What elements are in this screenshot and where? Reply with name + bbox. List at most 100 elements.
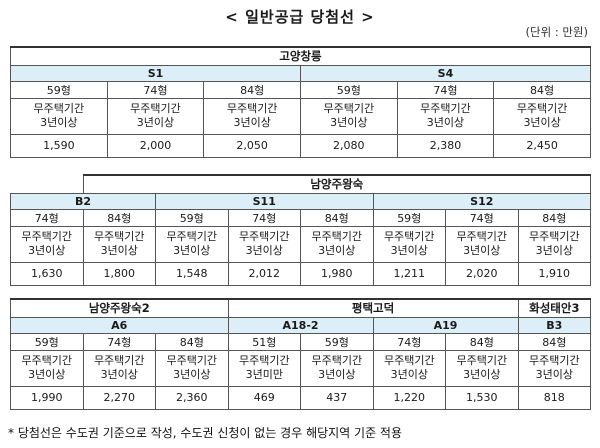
condition-cell: 무주택기간 3년이상	[445, 225, 519, 263]
condition-cell: 무주택기간 3년이상	[155, 349, 229, 387]
value-cell: 1,548	[155, 261, 229, 286]
condition-line: 3년이상	[535, 244, 573, 257]
condition-line: 무주택기간	[93, 230, 145, 243]
condition-line: 무주택기간	[528, 354, 580, 367]
table-row: 74형 84형 59형 74형 84형 59형 74형 84형	[10, 208, 592, 227]
condition-cell: 무주택기간 3년미만	[227, 349, 302, 387]
block-code: B3	[517, 316, 592, 334]
region-header: 고양창릉	[10, 46, 591, 66]
condition-line: 무주택기간	[93, 354, 145, 367]
condition-line: 3년이상	[245, 244, 283, 257]
condition-line: 무주택기간	[166, 354, 218, 367]
size-cell: 84형	[203, 80, 301, 99]
condition-line: 무주택기간	[238, 354, 290, 367]
size-cell: 84형	[445, 332, 519, 351]
condition-line: 3년이상	[173, 244, 211, 257]
size-cell: 84형	[155, 332, 229, 351]
value-cell: 2,000	[106, 133, 205, 158]
condition-line: 3년이상	[535, 368, 573, 381]
size-cell: 51형	[227, 332, 302, 351]
table-row: 무주택기간 3년이상 무주택기간 3년이상 무주택기간 3년이상 무주택기간 3년이상 무주택기…	[10, 225, 592, 263]
footnote: * 당첨선은 수도권 기준으로 작성, 수도권 신청이 없는 경우 해당지역 기…	[8, 426, 403, 440]
size-cell: 59형	[10, 80, 108, 99]
condition-line: 무주택기간	[130, 102, 181, 115]
condition-line: 3년이상	[40, 116, 78, 129]
condition-line: 무주택기간	[21, 354, 73, 367]
size-cell: 59형	[155, 208, 229, 227]
condition-cell: 무주택기간 3년이상	[300, 225, 374, 263]
condition-line: 3년이상	[100, 368, 138, 381]
value-cell: 2,012	[227, 261, 301, 286]
value-cell: 437	[300, 385, 374, 410]
condition-line: 3년이상	[318, 244, 356, 257]
condition-line: 무주택기간	[456, 230, 508, 243]
condition-line: 무주택기간	[226, 102, 278, 115]
condition-cell: 무주택기간 3년이상	[82, 225, 156, 263]
table-row: 1,990 2,270 2,360 469 437 1,220 1,530 818	[10, 385, 592, 410]
block-code: S12	[372, 192, 592, 210]
condition-cell: 무주택기간 3년이상	[372, 349, 447, 387]
condition-line: 3년이상	[523, 116, 561, 129]
page-title: < 일반공급 당첨선 >	[225, 8, 375, 26]
value-cell: 2,080	[299, 133, 398, 158]
size-cell: 84형	[493, 80, 591, 99]
value-cell: 2,020	[445, 261, 519, 286]
condition-cell: 무주택기간 3년이상	[493, 97, 591, 135]
value-cell: 2,450	[493, 133, 591, 158]
region-header: 화성태안3	[517, 298, 592, 318]
condition-cell: 무주택기간 3년이상	[300, 349, 374, 387]
value-cell: 1,800	[82, 261, 156, 286]
value-cell: 1,530	[445, 385, 519, 410]
value-cell: 1,590	[10, 133, 108, 158]
table-other-regions: 남양주왕숙2 평택고덕 화성태안3 A6 A18-2 A19 B3 59형 74형…	[10, 298, 592, 410]
region-header: 남양주왕숙2	[10, 298, 229, 318]
size-cell: 74형	[372, 332, 447, 351]
size-cell: 74형	[396, 80, 495, 99]
condition-cell: 무주택기간 3년이상	[10, 225, 84, 263]
condition-cell: 무주택기간 3년이상	[227, 225, 301, 263]
value-cell: 2,360	[155, 385, 229, 410]
region-header: 남양주왕숙	[82, 174, 592, 194]
condition-line: 무주택기간	[311, 354, 363, 367]
size-cell: 84형	[300, 208, 374, 227]
value-cell: 1,211	[372, 261, 446, 286]
table-goyang-changneung: 고양창릉 S1 S4 59형 74형 84형 59형 74형 84형 무주택기간 3년이상 무…	[10, 46, 591, 158]
value-cell: 1,220	[372, 385, 447, 410]
condition-cell: 무주택기간 3년이상	[299, 97, 398, 135]
condition-line: 무주택기간	[21, 230, 73, 243]
condition-line: 3년미만	[245, 368, 283, 381]
size-cell: 74형	[82, 332, 156, 351]
condition-line: 무주택기간	[323, 102, 375, 115]
condition-line: 3년이상	[28, 244, 66, 257]
block-code: S11	[155, 192, 374, 210]
size-cell: 74형	[10, 208, 84, 227]
size-cell: 74형	[106, 80, 205, 99]
condition-line: 무주택기간	[420, 102, 471, 115]
condition-line: 무주택기간	[456, 354, 508, 367]
block-code: B2	[10, 192, 156, 210]
condition-line: 무주택기간	[311, 230, 363, 243]
value-cell: 1,980	[300, 261, 374, 286]
condition-cell: 무주택기간 3년이상	[203, 97, 301, 135]
condition-line: 3년이상	[426, 116, 465, 129]
table-row: 59형 74형 84형 59형 74형 84형	[10, 80, 591, 99]
table-namyangju-wangsuk: 남양주왕숙 B2 S11 S12 74형 84형 59형 74형 84형 59형 74형 84…	[10, 174, 592, 286]
condition-cell: 무주택기간 3년이상	[372, 225, 446, 263]
condition-line: 무주택기간	[383, 354, 435, 367]
value-cell: 1,630	[10, 261, 84, 286]
condition-line: 무주택기간	[238, 230, 290, 243]
condition-cell: 무주택기간 3년이상	[106, 97, 205, 135]
condition-line: 3년이상	[330, 116, 368, 129]
table-row: 1,590 2,000 2,050 2,080 2,380 2,450	[10, 133, 591, 158]
table-row: 1,630 1,800 1,548 2,012 1,980 1,211 2,020 1,910	[10, 261, 592, 286]
condition-line: 무주택기간	[383, 230, 435, 243]
size-cell: 59형	[299, 80, 398, 99]
condition-line: 3년이상	[233, 116, 271, 129]
value-cell: 2,380	[396, 133, 495, 158]
condition-line: 3년이상	[463, 368, 501, 381]
condition-line: 무주택기간	[166, 230, 218, 243]
block-code: A18-2	[227, 316, 374, 334]
condition-cell: 무주택기간 3년이상	[82, 349, 156, 387]
size-cell: 59형	[372, 208, 446, 227]
condition-line: 3년이상	[463, 244, 501, 257]
